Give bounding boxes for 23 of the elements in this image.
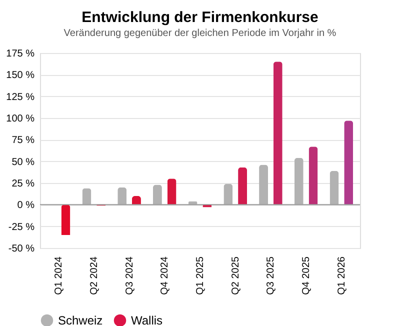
y-tick-label: 175 %	[6, 48, 35, 60]
chart-subtitle: Veränderung gegenüber der gleichen Periode im Vorjahr in %	[64, 28, 336, 39]
legend-label: Schweiz	[58, 313, 103, 326]
y-tick-label: 50 %	[12, 156, 35, 168]
x-tick-label: Q2 2024	[88, 256, 100, 295]
y-tick-label: 125 %	[6, 92, 35, 103]
x-tick-label: Q2 2025	[230, 256, 242, 295]
x-tick-label: Q3 2025	[266, 256, 277, 295]
y-tick-label: -25 %	[8, 222, 35, 233]
x-tick-label: Q3 2024	[124, 256, 136, 295]
x-tick-label: Q4 2024	[160, 256, 171, 295]
y-tick-label: 25 %	[12, 178, 35, 190]
y-tick-label: 100 %	[6, 114, 35, 124]
x-tick-label: Q4 2025	[301, 256, 312, 295]
legend-label: Wallis	[131, 313, 163, 326]
x-tick-label: Q1 2026	[336, 256, 348, 295]
y-tick-label: 0 %	[17, 200, 35, 212]
x-tick-label: Q1 2025	[195, 256, 206, 295]
y-tick-label: 150 %	[6, 70, 35, 82]
x-tick-label: Q1 2024	[54, 256, 65, 295]
chart-title: Entwicklung der Firmenkonkurse	[82, 9, 318, 26]
y-tick-label: 75 %	[12, 135, 35, 146]
y-tick-label: -50 %	[8, 244, 35, 254]
